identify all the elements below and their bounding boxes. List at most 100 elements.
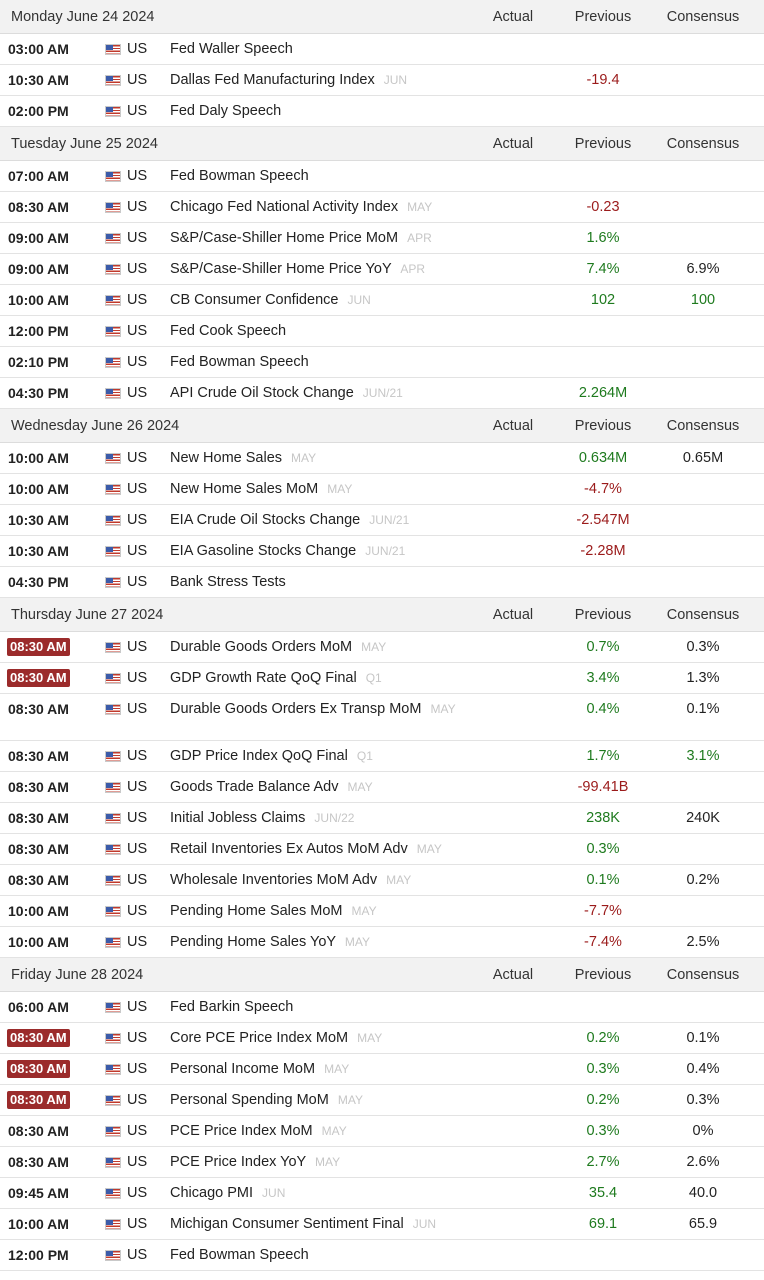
event-name[interactable]: S&P/Case-Shiller Home Price MoM <box>170 230 399 246</box>
event-name-cell[interactable]: Goods Trade Balance Adv MAY <box>170 779 460 796</box>
event-name[interactable]: PCE Price Index MoM <box>170 1123 313 1139</box>
event-row[interactable]: 04:30 PM US API Crude Oil Stock Change JUN… <box>0 378 764 409</box>
event-row[interactable]: 08:30 AM US Retail Inventories Ex Autos Mo… <box>0 834 764 865</box>
event-row[interactable]: 08:30 AM US Durable Goods Orders MoM MAY 0.… <box>0 632 764 663</box>
event-row[interactable]: 08:30 AM US GDP Growth Rate QoQ Final Q1 3.… <box>0 663 764 694</box>
event-name-cell[interactable]: Durable Goods Orders MoM MAY <box>170 639 460 656</box>
event-name-cell[interactable]: Fed Waller Speech <box>170 41 460 58</box>
event-row[interactable]: 08:30 AM US GDP Price Index QoQ Final Q1 1.… <box>0 741 764 772</box>
event-name-cell[interactable]: S&P/Case-Shiller Home Price MoM APR <box>170 230 460 247</box>
event-row[interactable]: 08:30 AM US Core PCE Price Index MoM MAY 0.… <box>0 1023 764 1054</box>
event-row[interactable]: 03:00 AM US Fed Waller Speech <box>0 34 764 65</box>
event-row[interactable]: 02:00 PM US Fed Daly Speech <box>0 96 764 127</box>
event-row[interactable]: 09:00 AM US S&P/Case-Shiller Home Price Mo… <box>0 223 764 254</box>
event-name-cell[interactable]: Initial Jobless Claims JUN/22 <box>170 810 460 827</box>
event-name-cell[interactable]: Core PCE Price Index MoM MAY <box>170 1030 460 1047</box>
event-name-cell[interactable]: Fed Daly Speech <box>170 103 460 120</box>
event-name[interactable]: Core PCE Price Index MoM <box>170 1030 349 1046</box>
event-name-cell[interactable]: Personal Spending MoM MAY <box>170 1092 460 1109</box>
event-name-cell[interactable]: GDP Growth Rate QoQ Final Q1 <box>170 670 460 687</box>
event-name[interactable]: Fed Barkin Speech <box>170 999 294 1015</box>
event-row[interactable]: 08:30 AM US Personal Spending MoM MAY 0.2% 0… <box>0 1085 764 1116</box>
event-name[interactable]: GDP Growth Rate QoQ Final <box>170 670 357 686</box>
event-name-cell[interactable]: PCE Price Index YoY MAY <box>170 1154 460 1171</box>
event-name-cell[interactable]: Pending Home Sales YoY MAY <box>170 934 460 951</box>
event-name[interactable]: New Home Sales MoM <box>170 481 319 497</box>
event-name-cell[interactable]: Dallas Fed Manufacturing Index JUN <box>170 72 460 89</box>
event-row[interactable]: 07:00 AM US Fed Bowman Speech <box>0 161 764 192</box>
event-name-cell[interactable]: Bank Stress Tests <box>170 574 460 591</box>
event-name[interactable]: Durable Goods Orders MoM <box>170 639 353 655</box>
event-row[interactable]: 10:00 AM US New Home Sales MAY 0.634M 0.65M <box>0 443 764 474</box>
event-name[interactable]: API Crude Oil Stock Change <box>170 385 354 401</box>
event-row[interactable]: 02:10 PM US Fed Bowman Speech <box>0 347 764 378</box>
event-name[interactable]: Bank Stress Tests <box>170 574 286 590</box>
event-row[interactable]: 12:00 PM US Fed Bowman Speech <box>0 1240 764 1271</box>
event-row[interactable]: 10:30 AM US Dallas Fed Manufacturing Index… <box>0 65 764 96</box>
event-name-cell[interactable]: Fed Cook Speech <box>170 323 460 340</box>
event-row[interactable]: 09:45 AM US Chicago PMI JUN 35.4 40.0 <box>0 1178 764 1209</box>
event-name-cell[interactable]: Michigan Consumer Sentiment Final JUN <box>170 1216 460 1233</box>
event-name[interactable]: Retail Inventories Ex Autos MoM Adv <box>170 841 408 857</box>
event-name-cell[interactable]: Chicago Fed National Activity Index MAY <box>170 199 460 216</box>
event-name-cell[interactable]: Fed Barkin Speech <box>170 999 460 1016</box>
event-row[interactable]: 09:00 AM US S&P/Case-Shiller Home Price Yo… <box>0 254 764 285</box>
event-name[interactable]: Wholesale Inventories MoM Adv <box>170 872 378 888</box>
event-row[interactable]: 10:00 AM US CB Consumer Confidence JUN 102 1… <box>0 285 764 316</box>
event-name[interactable]: EIA Gasoline Stocks Change <box>170 543 357 559</box>
event-name-cell[interactable]: Durable Goods Orders Ex Transp MoM MAY <box>170 701 460 718</box>
event-name-cell[interactable]: Personal Income MoM MAY <box>170 1061 460 1078</box>
event-name[interactable]: Pending Home Sales MoM <box>170 903 343 919</box>
event-row[interactable]: 06:00 AM US Fed Barkin Speech <box>0 992 764 1023</box>
event-name-cell[interactable]: New Home Sales MoM MAY <box>170 481 460 498</box>
event-row[interactable]: 10:00 AM US Pending Home Sales YoY MAY -7.4… <box>0 927 764 958</box>
event-name-cell[interactable]: Fed Bowman Speech <box>170 168 460 185</box>
event-name[interactable]: Fed Bowman Speech <box>170 1247 309 1263</box>
event-row[interactable]: 08:30 AM US Initial Jobless Claims JUN/22 2… <box>0 803 764 834</box>
event-name-cell[interactable]: PCE Price Index MoM MAY <box>170 1123 460 1140</box>
event-row[interactable]: 08:30 AM US PCE Price Index MoM MAY 0.3% 0% <box>0 1116 764 1147</box>
event-row[interactable]: 08:30 AM US Wholesale Inventories MoM Adv … <box>0 865 764 896</box>
event-row[interactable]: 08:30 AM US PCE Price Index YoY MAY 2.7% 2.6… <box>0 1147 764 1178</box>
event-name-cell[interactable]: Retail Inventories Ex Autos MoM Adv MAY <box>170 841 460 858</box>
event-name-cell[interactable]: Chicago PMI JUN <box>170 1185 460 1202</box>
event-name[interactable]: Fed Cook Speech <box>170 323 287 339</box>
event-name[interactable]: S&P/Case-Shiller Home Price YoY <box>170 261 392 277</box>
event-name[interactable]: Fed Daly Speech <box>170 103 282 119</box>
event-row[interactable]: 08:30 AM US Goods Trade Balance Adv MAY -99… <box>0 772 764 803</box>
event-name[interactable]: Pending Home Sales YoY <box>170 934 336 950</box>
event-name[interactable]: Personal Income MoM <box>170 1061 316 1077</box>
event-row[interactable]: 10:00 AM US Michigan Consumer Sentiment Fi… <box>0 1209 764 1240</box>
event-row[interactable]: 10:30 AM US EIA Crude Oil Stocks Change JU… <box>0 505 764 536</box>
event-row[interactable]: 08:30 AM US Personal Income MoM MAY 0.3% 0.4… <box>0 1054 764 1085</box>
event-name[interactable]: PCE Price Index YoY <box>170 1154 306 1170</box>
event-name-cell[interactable]: New Home Sales MAY <box>170 450 460 467</box>
event-name[interactable]: Chicago Fed National Activity Index <box>170 199 399 215</box>
event-name-cell[interactable]: Fed Bowman Speech <box>170 1247 460 1264</box>
event-name[interactable]: EIA Crude Oil Stocks Change <box>170 512 361 528</box>
event-name[interactable]: Personal Spending MoM <box>170 1092 329 1108</box>
event-name-cell[interactable]: EIA Gasoline Stocks Change JUN/21 <box>170 543 460 560</box>
event-name-cell[interactable]: EIA Crude Oil Stocks Change JUN/21 <box>170 512 460 529</box>
event-name-cell[interactable]: Wholesale Inventories MoM Adv MAY <box>170 872 460 889</box>
event-name[interactable]: CB Consumer Confidence <box>170 292 339 308</box>
event-name[interactable]: Chicago PMI <box>170 1185 254 1201</box>
event-name[interactable]: Dallas Fed Manufacturing Index <box>170 72 375 88</box>
event-name-cell[interactable]: API Crude Oil Stock Change JUN/21 <box>170 385 460 402</box>
event-name-cell[interactable]: Fed Bowman Speech <box>170 354 460 371</box>
event-name[interactable]: Michigan Consumer Sentiment Final <box>170 1216 404 1232</box>
event-row[interactable]: 10:00 AM US Pending Home Sales MoM MAY -7.7… <box>0 896 764 927</box>
event-row[interactable]: 10:30 AM US EIA Gasoline Stocks Change JUN… <box>0 536 764 567</box>
event-name[interactable]: Initial Jobless Claims <box>170 810 306 826</box>
event-name[interactable]: New Home Sales <box>170 450 283 466</box>
event-name[interactable]: Fed Waller Speech <box>170 41 293 57</box>
event-row[interactable]: 04:30 PM US Bank Stress Tests <box>0 567 764 598</box>
event-row[interactable]: 08:30 AM US Durable Goods Orders Ex Transp… <box>0 694 764 741</box>
event-name[interactable]: Fed Bowman Speech <box>170 354 309 370</box>
event-row[interactable]: 10:00 AM US New Home Sales MoM MAY -4.7% <box>0 474 764 505</box>
event-name[interactable]: GDP Price Index QoQ Final <box>170 748 348 764</box>
event-name[interactable]: Fed Bowman Speech <box>170 168 309 184</box>
event-row[interactable]: 12:00 PM US Fed Cook Speech <box>0 316 764 347</box>
event-name-cell[interactable]: S&P/Case-Shiller Home Price YoY APR <box>170 261 460 278</box>
event-row[interactable]: 08:30 AM US Chicago Fed National Activity … <box>0 192 764 223</box>
